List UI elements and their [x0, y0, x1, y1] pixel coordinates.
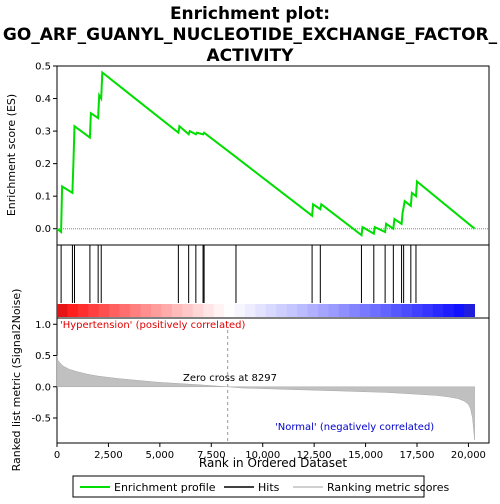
color-band-segment	[286, 304, 298, 317]
color-band-segment	[67, 304, 79, 317]
metric-y-ticks: -0.5 0.0 0.5 1.0	[31, 320, 57, 425]
negative-label: 'Normal' (negatively correlated)	[275, 422, 434, 433]
color-band-segment	[307, 304, 319, 317]
x-tick-label: 10,000	[245, 450, 280, 461]
color-band-segment	[422, 304, 434, 317]
rank-color-band	[57, 304, 475, 317]
color-band-segment	[88, 304, 100, 317]
es-curve-group	[56, 70, 476, 238]
title-line-2: GO_ARF_GUANYL_NUCLEOTIDE_EXCHANGE_FACTOR…	[3, 25, 498, 45]
color-band-segment	[328, 304, 340, 317]
metric-y-tick-label: 0.5	[35, 351, 51, 362]
legend-label-enrichment: Enrichment profile	[114, 481, 216, 494]
es-y-ticks: 0.0 0.1 0.2 0.3 0.4 0.5	[35, 62, 57, 235]
es-y-tick-label: 0.1	[35, 192, 51, 203]
x-tick-label: 7,500	[197, 450, 226, 461]
x-tick-label: 2,500	[94, 450, 123, 461]
x-tick-label: 17,500	[400, 450, 435, 461]
color-band-segment	[182, 304, 194, 317]
color-band-segment	[464, 304, 475, 317]
color-band-segment	[401, 304, 413, 317]
color-band-segment	[265, 304, 277, 317]
color-band-segment	[98, 304, 110, 317]
color-band-segment	[276, 304, 288, 317]
color-band-segment	[349, 304, 361, 317]
color-band-segment	[432, 304, 444, 317]
color-band-segment	[77, 304, 89, 317]
legend-label-metric: Ranking metric scores	[327, 481, 449, 494]
zero-cross-label: Zero cross at 8297	[183, 373, 277, 384]
metric-y-tick-label: -0.5	[31, 414, 51, 425]
color-band-segment	[380, 304, 392, 317]
es-y-tick-label: 0.2	[35, 159, 51, 170]
x-ticks: 0 2,500 5,000 7,500 10,000 12,500 15,000 17,500…	[54, 443, 486, 461]
x-tick-label: 15,000	[348, 450, 383, 461]
color-band-segment	[411, 304, 423, 317]
color-band-segment	[443, 304, 455, 317]
color-band-segment	[370, 304, 382, 317]
color-band-segment	[234, 304, 246, 317]
color-band-segment	[255, 304, 267, 317]
color-band-segment	[297, 304, 308, 317]
color-band-segment	[224, 304, 235, 317]
es-y-tick-label: 0.5	[35, 62, 51, 73]
color-band-segment	[140, 304, 152, 317]
color-band-segment	[338, 304, 350, 317]
es-y-tick-label: 0.3	[35, 127, 51, 138]
color-band-segment	[171, 304, 183, 317]
color-band-segment	[150, 304, 162, 317]
metric-area	[56, 355, 475, 440]
x-tick-label: 0	[54, 450, 60, 461]
es-panel-frame	[56, 65, 490, 246]
title-line-1: Enrichment plot:	[170, 4, 330, 24]
color-band-segment	[130, 304, 141, 317]
title-line-3: ACTIVITY	[207, 46, 295, 66]
es-y-axis-label: Enrichment score (ES)	[5, 94, 18, 216]
es-y-tick-label: 0.0	[35, 224, 51, 235]
hit-lines-group	[60, 245, 417, 303]
color-band-segment	[213, 304, 225, 317]
positive-label: 'Hypertension' (positively correlated)	[60, 320, 246, 331]
color-band-segment	[119, 304, 131, 317]
color-band-segment	[244, 304, 256, 317]
color-band-segment	[109, 304, 121, 317]
x-tick-label: 12,500	[297, 450, 332, 461]
color-band-segment	[161, 304, 173, 317]
color-band-segment	[453, 304, 465, 317]
metric-y-tick-label: 0.0	[35, 382, 51, 393]
es-curve	[56, 70, 476, 238]
metric-y-tick-label: 1.0	[35, 320, 51, 331]
x-tick-label: 20,000	[451, 450, 486, 461]
x-tick-label: 5,000	[146, 450, 175, 461]
color-band-segment	[318, 304, 329, 317]
color-band-segment	[203, 304, 214, 317]
color-band-segment	[391, 304, 402, 317]
metric-area-group	[56, 355, 475, 440]
color-band-segment	[57, 304, 68, 317]
legend: Enrichment profile Hits Ranking metric sco…	[80, 481, 449, 494]
es-y-tick-label: 0.4	[35, 94, 51, 105]
x-axis-label: Rank in Ordered Dataset	[199, 456, 347, 470]
color-band-segment	[192, 304, 204, 317]
metric-y-axis-label: Ranked list metric (Signal2Noise)	[10, 289, 23, 472]
color-band-segment	[359, 304, 371, 317]
legend-label-hits: Hits	[258, 481, 280, 494]
